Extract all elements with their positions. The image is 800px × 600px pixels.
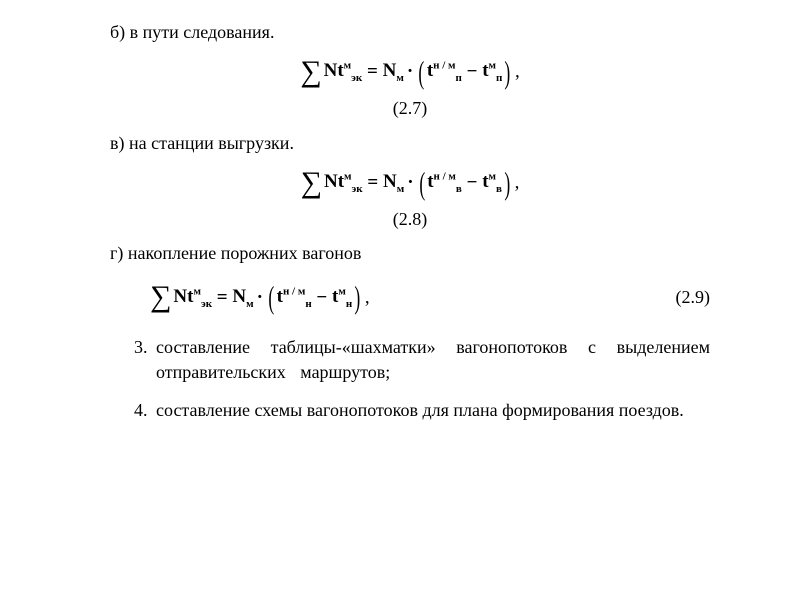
equation-2-7-number: (2.7) (110, 96, 710, 120)
list-marker-3: 3. (134, 335, 156, 384)
equation-2-8-body: ∑ Ntмэк = Nм · ( tн / мв − tмв ) , (301, 168, 520, 198)
numbered-list: 3. составление таблицы-«шахматки» вагоно… (110, 335, 710, 422)
list-item-3-text: составление таблицы-«шахматки» вагонопот… (156, 335, 710, 384)
document-page: б) в пути следования. ∑ Ntмэк = Nм · ( t… (0, 0, 800, 456)
section-v-label: в) на станции выгрузки. (110, 131, 710, 155)
section-b-label: б) в пути следования. (110, 20, 710, 44)
equation-2-9-body: ∑ Ntмэк = Nм · ( tн / мн − tмн ) , (150, 282, 370, 312)
list-marker-4: 4. (134, 398, 156, 422)
equation-2-9-number: (2.9) (676, 285, 711, 309)
equation-2-7: ∑ Ntмэк = Nм · ( tн / мп − tмп ) , (110, 50, 710, 94)
list-item-4-text: составление схемы вагонопотоков для план… (156, 398, 710, 422)
equation-2-8-number: (2.8) (110, 207, 710, 231)
equation-2-8: ∑ Ntмэк = Nм · ( tн / мв − tмв ) , (110, 161, 710, 205)
list-item: 4. составление схемы вагонопотоков для п… (134, 398, 710, 422)
list-item: 3. составление таблицы-«шахматки» вагоно… (134, 335, 710, 384)
equation-2-9: ∑ Ntмэк = Nм · ( tн / мн − tмн ) , (2.9) (110, 275, 710, 319)
section-g-label: г) накопление порожних вагонов (110, 241, 710, 265)
equation-2-7-body: ∑ Ntмэк = Nм · ( tн / мп − tмп ) , (300, 57, 520, 87)
